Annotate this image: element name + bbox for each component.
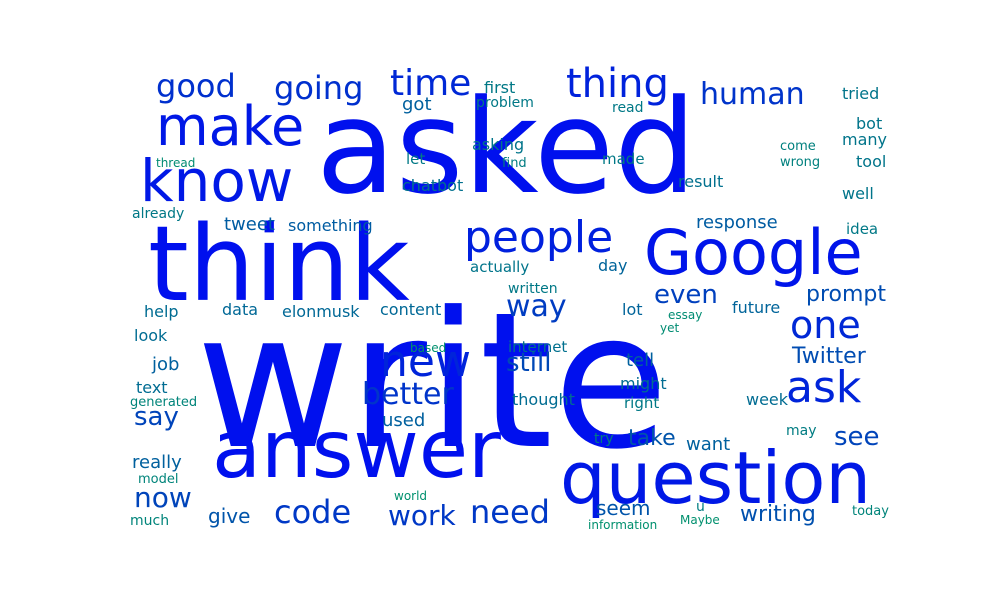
word-going: going — [274, 69, 364, 107]
word-yet: yet — [660, 321, 680, 335]
word-work: work — [388, 499, 456, 532]
word-got: got — [402, 94, 432, 115]
word-human: human — [700, 77, 805, 112]
word-still: still — [506, 348, 552, 378]
word-may: may — [786, 423, 817, 439]
word-want: want — [686, 434, 731, 455]
word-even: even — [654, 280, 718, 310]
word-asking: asking — [472, 135, 525, 154]
word-know: know — [140, 147, 294, 215]
word-future: future — [732, 298, 781, 317]
word-day: day — [598, 256, 628, 275]
word-u: u — [696, 499, 705, 515]
word-used: used — [382, 410, 426, 431]
word-people: people — [464, 212, 614, 263]
word-thread: thread — [156, 156, 196, 170]
word-today: today — [852, 504, 889, 519]
word-look: look — [134, 326, 168, 345]
word-right: right — [624, 394, 660, 412]
word-one: one — [790, 303, 861, 347]
word-actually: actually — [470, 258, 530, 276]
word-made: made — [602, 150, 645, 168]
word-prompt: prompt — [806, 282, 887, 307]
word-generated: generated — [130, 395, 198, 410]
word-world: world — [394, 489, 428, 503]
word-now: now — [134, 481, 192, 514]
word-written: written — [508, 281, 558, 297]
word-take: take — [628, 426, 676, 451]
word-good: good — [156, 67, 236, 105]
word-much: much — [130, 513, 170, 529]
word-asked: asked — [316, 71, 697, 223]
word-information: information — [588, 518, 658, 532]
word-internet: internet — [508, 338, 568, 356]
word-seem: seem — [596, 496, 651, 520]
word-better: better — [362, 377, 454, 412]
word-already: already — [132, 206, 185, 222]
word-essay: essay — [668, 308, 703, 322]
word-chatbot: chatbot — [402, 176, 464, 195]
word-content: content — [380, 300, 442, 319]
word-lot: lot — [622, 300, 643, 319]
word-try: try — [594, 431, 614, 447]
word-new: new — [380, 336, 471, 387]
word-thing: thing — [566, 61, 669, 107]
word-write: write — [196, 272, 669, 491]
word-many: many — [842, 130, 887, 149]
word-writing: writing — [740, 502, 816, 527]
word-might: might — [620, 374, 667, 393]
word-really: really — [132, 452, 182, 473]
word-way: way — [506, 289, 567, 324]
word-tried: tried — [842, 84, 880, 103]
word-something: something — [288, 216, 373, 235]
word-elonmusk: elonmusk — [282, 302, 360, 321]
word-response: response — [696, 212, 778, 233]
word-maybe: Maybe — [680, 513, 720, 527]
word-model: model — [138, 472, 179, 487]
word-give: give — [208, 504, 251, 528]
word-tweet: tweet — [224, 214, 275, 235]
word-job: job — [152, 354, 180, 375]
word-time: time — [390, 63, 472, 104]
word-google: Google — [644, 216, 863, 289]
word-make: make — [156, 95, 305, 158]
word-week: week — [746, 390, 789, 409]
word-problem: problem — [476, 95, 534, 111]
word-based: based — [410, 341, 447, 355]
word-bot: bot — [856, 114, 883, 133]
word-help: help — [144, 302, 179, 321]
word-well: well — [842, 184, 874, 203]
word-read: read — [612, 100, 644, 116]
word-come: come — [780, 139, 816, 154]
word-idea: idea — [846, 220, 879, 238]
word-text: text — [136, 378, 168, 397]
word-think: think — [148, 203, 410, 325]
word-twitter: Twitter — [792, 344, 866, 369]
word-say: say — [134, 402, 179, 432]
word-code: code — [274, 493, 352, 531]
word-data: data — [222, 300, 259, 319]
word-first: first — [484, 78, 516, 97]
word-need: need — [470, 493, 550, 531]
word-result: result — [678, 172, 724, 191]
word-wrong: wrong — [780, 155, 821, 170]
word-tell: tell — [626, 350, 655, 371]
word-ask: ask — [786, 362, 862, 413]
word-tool: tool — [856, 152, 887, 171]
word-thought: thought — [512, 390, 575, 409]
word-see: see — [834, 422, 880, 452]
word-let: let — [406, 150, 426, 168]
word-answer: answer — [212, 403, 501, 496]
word-question: question — [560, 436, 872, 520]
word-find: find — [502, 156, 527, 171]
